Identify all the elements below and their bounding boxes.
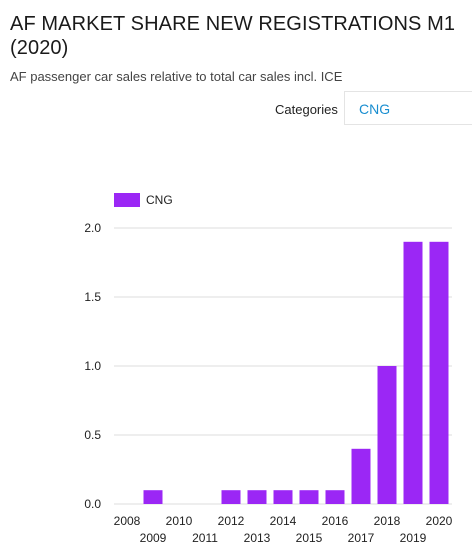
legend-label: CNG	[146, 193, 173, 207]
legend-swatch	[114, 193, 140, 207]
x-tick-label: 2020	[426, 514, 453, 528]
x-tick-label: 2014	[270, 514, 297, 528]
categories-selected-value: CNG	[359, 101, 391, 117]
x-tick-label: 2009	[140, 531, 167, 545]
bar	[403, 241, 423, 505]
y-tick-label: 0.5	[84, 428, 101, 442]
x-tick-label: 2018	[374, 514, 401, 528]
categories-select[interactable]: CNG	[344, 91, 472, 125]
bar	[325, 490, 345, 504]
x-tick-label: 2011	[192, 531, 218, 545]
bar	[377, 366, 397, 504]
x-tick-label: 2012	[218, 514, 245, 528]
bar	[429, 241, 449, 505]
bar	[299, 490, 319, 504]
y-tick-label: 2.0	[84, 221, 101, 235]
bar	[221, 490, 241, 504]
y-axis-ticks: 0.0 0.5 1.0 1.5 2.0	[84, 221, 101, 511]
bar	[351, 448, 371, 504]
y-tick-label: 1.5	[84, 290, 101, 304]
bar	[273, 490, 293, 504]
chart-subtitle: AF passenger car sales relative to total…	[10, 69, 343, 84]
chart-title: AF MARKET SHARE NEW REGISTRATIONS M1 (20…	[10, 13, 456, 59]
x-tick-label: 2015	[296, 531, 323, 545]
x-tick-label: 2008	[114, 514, 141, 528]
x-tick-label: 2013	[244, 531, 271, 545]
x-tick-label: 2016	[322, 514, 349, 528]
bar	[247, 490, 267, 504]
bar	[143, 490, 163, 504]
x-tick-label: 2010	[166, 514, 193, 528]
x-tick-label: 2019	[400, 531, 427, 545]
y-tick-label: 1.0	[84, 359, 101, 373]
bars	[143, 241, 449, 505]
categories-label: Categories	[275, 102, 338, 117]
x-tick-label: 2017	[348, 531, 375, 545]
y-tick-label: 0.0	[84, 497, 101, 511]
grid-lines	[114, 227, 452, 505]
legend[interactable]: CNG	[114, 193, 173, 207]
